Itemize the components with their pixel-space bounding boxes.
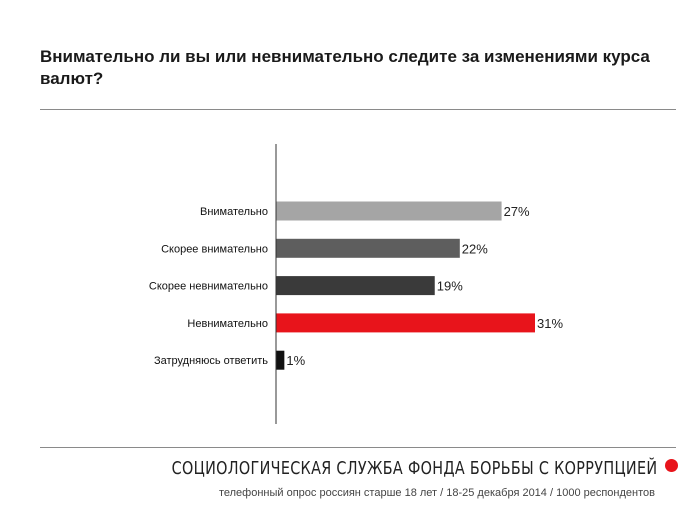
category-label-2: Скорее невнимательно bbox=[149, 281, 268, 293]
bar-chart: Внимательно 27% Скорее внимательно 22% Скоре… bbox=[149, 144, 563, 424]
category-label-1: Скорее внимательно bbox=[161, 243, 268, 255]
category-label-0: Внимательно bbox=[200, 206, 268, 218]
footer-survey-info: телефонный опрос россиян старше 18 лет /… bbox=[218, 487, 655, 499]
value-label-1: 22% bbox=[462, 241, 488, 256]
footer-organization: СОЦИОЛОГИЧЕСКАЯ СЛУЖБА ФОНДА БОРЬБЫ С КО… bbox=[171, 459, 657, 479]
value-label-3: 31% bbox=[537, 316, 563, 331]
chart-title: Внимательно ли вы или невнимательно след… bbox=[40, 47, 650, 88]
category-label-3: Невнимательно bbox=[187, 318, 268, 330]
bottom-divider bbox=[40, 447, 676, 448]
value-label-2: 19% bbox=[437, 279, 463, 294]
value-label-0: 27% bbox=[504, 204, 530, 219]
bar-4 bbox=[276, 350, 285, 370]
red-dot-logo bbox=[665, 459, 678, 472]
bar-0 bbox=[276, 201, 502, 221]
category-label-4: Затрудняюсь ответить bbox=[154, 355, 268, 367]
bar-1 bbox=[276, 238, 460, 258]
top-divider bbox=[40, 109, 676, 110]
bar-2 bbox=[276, 276, 435, 296]
bar-3 bbox=[276, 313, 535, 333]
value-label-4: 1% bbox=[286, 353, 305, 368]
